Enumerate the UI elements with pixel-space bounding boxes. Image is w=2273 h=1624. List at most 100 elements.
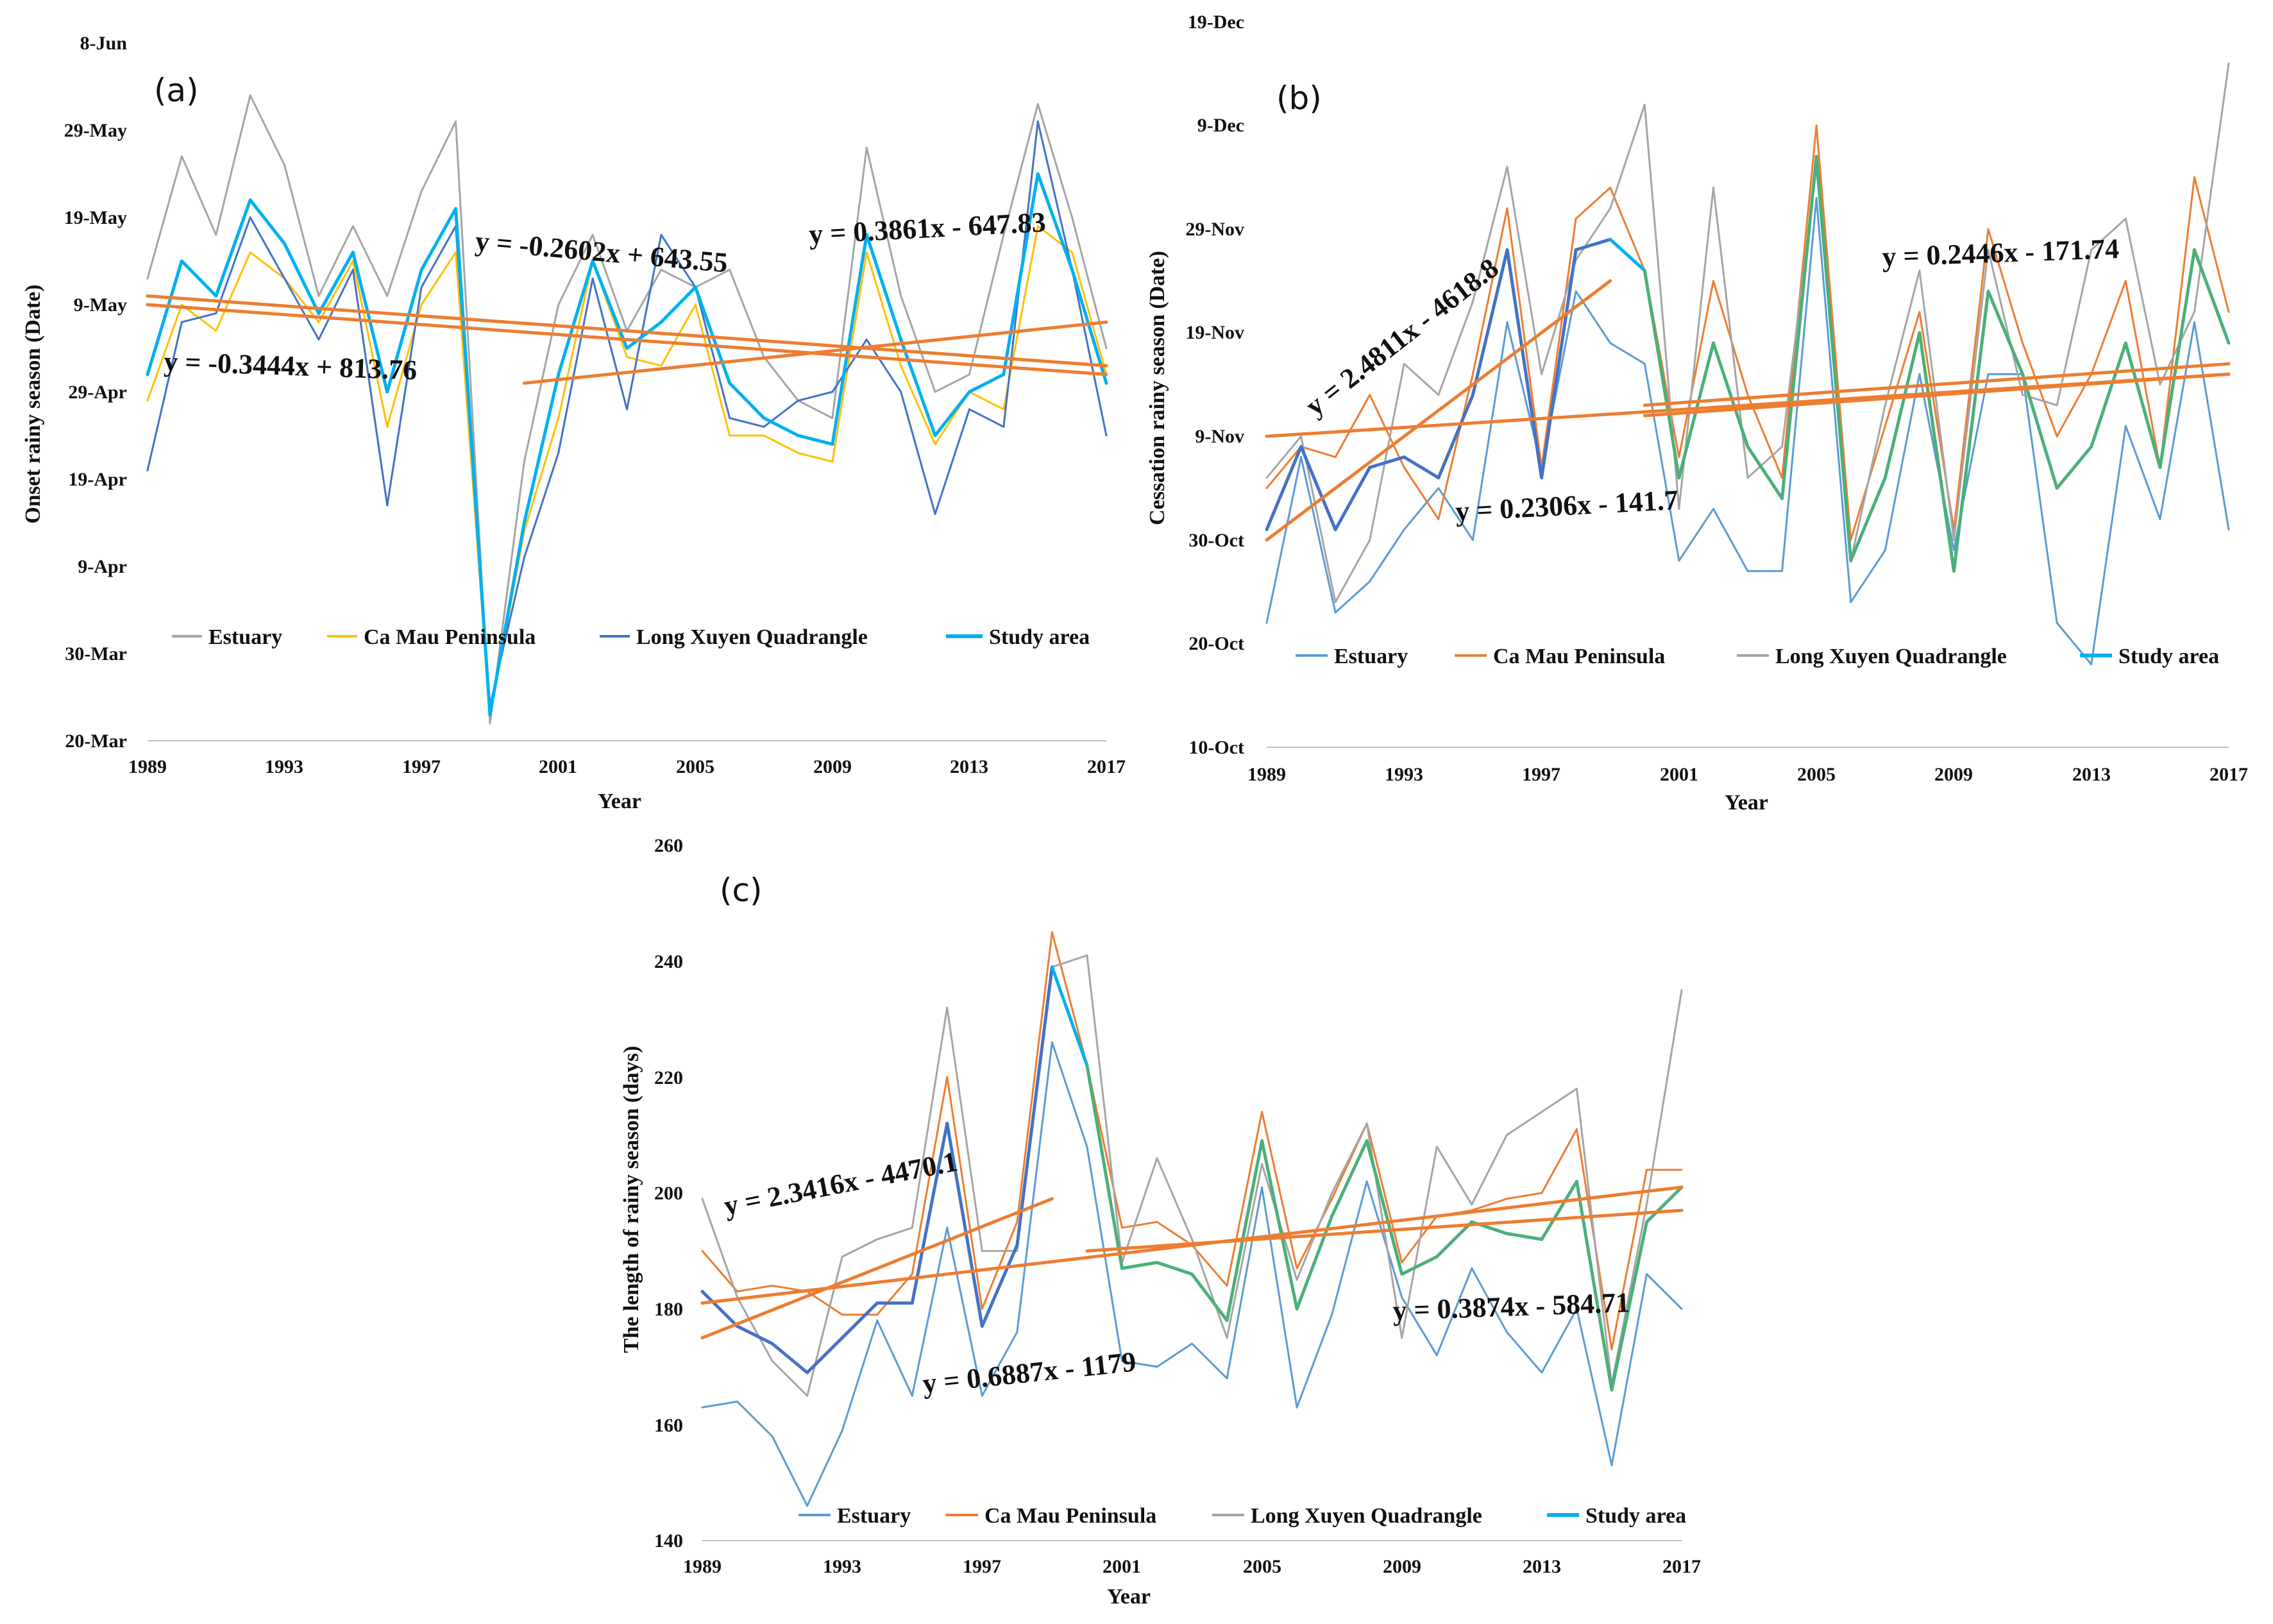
panel-c-x-tick: 2013 xyxy=(1523,1556,1561,1577)
panel-a-series-3-segment xyxy=(1002,172,1040,376)
panel-c-series-3-segment xyxy=(1400,1255,1439,1276)
panel-b-series-2-segment xyxy=(1952,248,1990,541)
panel-a-series-1-segment xyxy=(317,260,354,323)
panel-b-series-1-segment xyxy=(1334,394,1371,459)
panel-b-series-3-segment xyxy=(1918,331,1956,573)
panel-c-series-3-segment xyxy=(1575,1180,1614,1392)
panel-b-series-1-segment xyxy=(1609,187,1646,272)
panel-c-series-1-segment xyxy=(736,1285,773,1293)
panel-c-series-0-segment xyxy=(1610,1273,1648,1467)
panel-a-y-tick: 9-Apr xyxy=(78,556,127,577)
panel-b-series-3-segment xyxy=(1574,237,1612,251)
panel-c-series-3-segment xyxy=(1190,1272,1229,1323)
panel-c-series-0-segment xyxy=(1016,1041,1053,1333)
panel-a-series-2-segment xyxy=(797,391,834,402)
panel-c-series-1-segment xyxy=(1120,1221,1158,1229)
panel-b-series-3-segment xyxy=(1849,476,1887,562)
panel-c-x-tick: 2001 xyxy=(1103,1556,1141,1577)
panel-c-x-tick-labels: 1989 1993 1997 2001 2005 2009 2013 2017 xyxy=(683,1556,1701,1577)
panel-c-series-0-segment xyxy=(1541,1308,1578,1374)
panel-a-series-3-segment xyxy=(762,416,800,437)
panel-b-series-3-segment xyxy=(2055,444,2093,490)
panel-b-series-1-segment xyxy=(1471,207,1508,375)
panel-b-series-2-segment xyxy=(2124,217,2161,385)
panel-b-y-tick: 19-Nov xyxy=(1185,322,1244,343)
panel-c-series-group xyxy=(700,931,1684,1507)
panel-b-y-tick: 30-Oct xyxy=(1188,530,1244,551)
panel-a-series-2-segment xyxy=(900,391,936,515)
panel-c-series-0-segment xyxy=(1331,1180,1368,1316)
panel-c-y-tick: 180 xyxy=(654,1299,683,1320)
panel-c-series-2-segment xyxy=(1331,1122,1368,1194)
panel-b-series-3-segment xyxy=(2124,341,2162,469)
panel-a-series-2-segment xyxy=(146,321,183,471)
panel-a-x-tick: 2017 xyxy=(1087,756,1126,777)
panel-b-series-0-segment xyxy=(1609,342,1646,365)
panel-c-y-tick: 240 xyxy=(654,951,683,972)
panel-c-series-2-segment xyxy=(1226,1163,1263,1339)
panel-a-x-tick: 2013 xyxy=(950,756,988,777)
panel-a-series-2-segment xyxy=(968,408,1005,428)
panel-b-series-3-segment xyxy=(1402,455,1441,480)
panel-b-series-0-segment xyxy=(1334,580,1371,614)
panel-b-legend-label: Estuary xyxy=(1334,645,1408,668)
panel-b-series-0-segment xyxy=(2124,425,2161,521)
panel-a-series-3-segment xyxy=(728,381,766,420)
panel-b-series-3-segment xyxy=(1299,444,1337,532)
panel-c-series-1-segment xyxy=(1505,1192,1543,1200)
panel-c-label: (c) xyxy=(720,872,763,909)
panel-b-series-3-segment xyxy=(1333,466,1372,532)
panel-a-legend-label: Ca Mau Peninsula xyxy=(364,625,536,649)
panel-c-x-tick: 2009 xyxy=(1383,1556,1421,1577)
panel-b-y-tick: 20-Oct xyxy=(1188,633,1244,654)
panel-a-series-2-segment xyxy=(1036,120,1074,271)
panel-c-trend-line xyxy=(1085,1208,1684,1253)
panel-c-series-0-segment xyxy=(1471,1267,1508,1333)
panel-a-series-2-segment xyxy=(763,400,799,428)
panel-b-series-1-segment xyxy=(1265,445,1303,489)
panel-a-x-tick: 1989 xyxy=(128,756,167,777)
panel-c-y-tick-labels: 140 160 180 200 220 240 260 xyxy=(654,835,683,1552)
panel-b-legend-label: Long Xuyen Quadrangle xyxy=(1775,645,2007,668)
panel-c-x-tick: 1993 xyxy=(823,1556,861,1577)
panel-a-series-3-segment xyxy=(180,259,218,298)
panel-c-series-3-segment xyxy=(700,1290,739,1328)
panel-a-series-2-segment xyxy=(626,233,663,410)
panel-a-x-tick: 1993 xyxy=(265,756,303,777)
panel-a-series-3-segment xyxy=(967,373,1006,394)
panel-a-equation: y = -0.3444x + 813.76 xyxy=(164,346,418,386)
panel-c-series-1-segment xyxy=(1296,1197,1333,1269)
panel-c-series-1-segment xyxy=(1226,1111,1263,1287)
panel-b-series-3-segment xyxy=(1986,289,2025,376)
panel-a-series-0-segment xyxy=(694,269,731,289)
panel-a-y-tick: 29-May xyxy=(64,120,127,141)
panel-c-series-0-segment xyxy=(1365,1180,1403,1299)
panel-b-series-0-segment xyxy=(2090,425,2127,666)
panel-b-equation: y = 0.2446x - 171.74 xyxy=(1882,233,2120,273)
panel-c-series-3-segment xyxy=(1435,1220,1474,1258)
panel-a-series-2-segment xyxy=(591,277,628,410)
panel-c-series-3-segment xyxy=(770,1342,809,1374)
panel-b-series-2-segment xyxy=(1746,445,1784,479)
panel-c-y-tick: 220 xyxy=(654,1067,683,1088)
panel-a-series-0-segment xyxy=(626,269,663,332)
panel-c-series-2-segment xyxy=(1471,1134,1508,1206)
panel-a-series-3-segment xyxy=(522,373,561,525)
panel-c-series-3-segment xyxy=(1225,1139,1264,1323)
panel-b-trend-line xyxy=(1643,372,2231,418)
panel-b-series-3-segment xyxy=(1780,155,1818,500)
panel-a-series-3-segment xyxy=(659,285,697,324)
panel-c-series-2-segment xyxy=(1645,989,1683,1206)
panel-b-series-0-segment xyxy=(1575,290,1612,344)
panel-c-series-1-segment xyxy=(1156,1221,1193,1246)
panel-b-series-3-segment xyxy=(1952,289,1990,573)
panel-c-series-1-segment xyxy=(876,1273,913,1316)
panel-c-series-2-segment xyxy=(771,1360,809,1397)
panel-a-series-0-segment xyxy=(831,146,868,419)
panel-c-x-tick: 1997 xyxy=(963,1556,1001,1577)
panel-a-legend-label: Study area xyxy=(989,625,1090,649)
panel-a-series-2-segment xyxy=(729,417,765,428)
panel-b-series-3-segment xyxy=(2021,372,2059,490)
panel-a-series-0-segment xyxy=(900,294,936,393)
